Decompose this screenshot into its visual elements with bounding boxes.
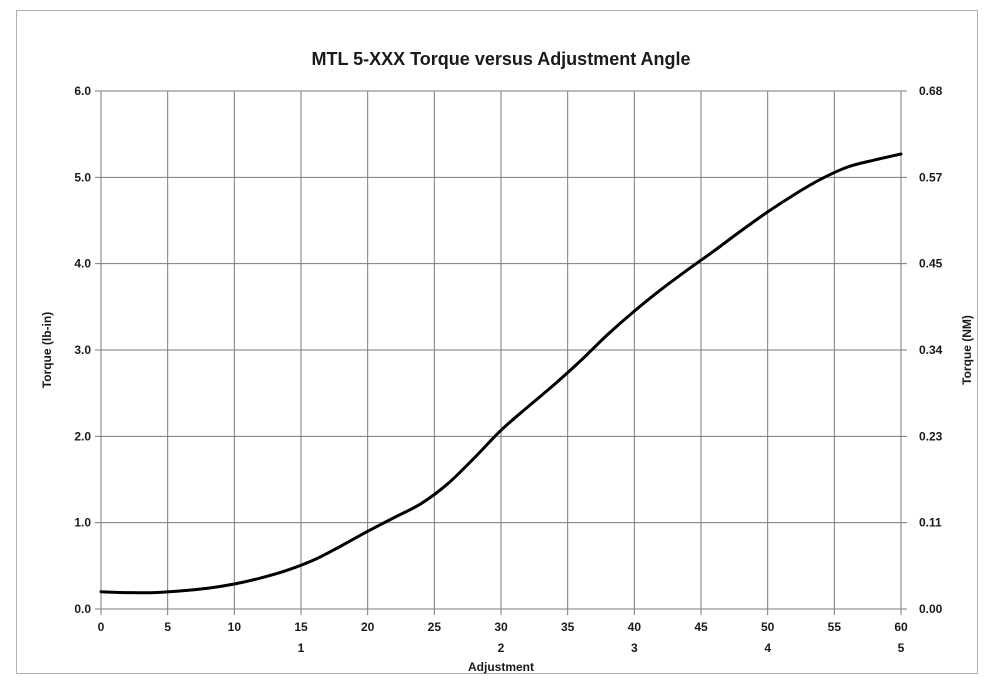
chart-title: MTL 5-XXX Torque versus Adjustment Angle [311,49,690,69]
y-tick-label: 2.0 [74,429,91,443]
y2-tick-label: 0.68 [919,84,943,98]
x-secondary-tick-label: 1 [298,641,305,655]
x-tick-label: 55 [828,620,842,634]
x-tick-label: 45 [694,620,708,634]
x-tick-label: 20 [361,620,375,634]
y-tick-label: 6.0 [74,84,91,98]
x-axis-label: Adjustment [468,660,534,674]
x-tick-label: 30 [494,620,508,634]
x-secondary-tick-label: 4 [764,641,771,655]
x-tick-label: 15 [294,620,308,634]
x-tick-label: 5 [164,620,171,634]
x-secondary-tick-label: 3 [631,641,638,655]
chart-frame: MTL 5-XXX Torque versus Adjustment Angle… [16,10,978,674]
y2-tick-label: 0.00 [919,602,943,616]
y-tick-label: 1.0 [74,516,91,530]
y-tick-label: 5.0 [74,170,91,184]
x-tick-label: 10 [228,620,242,634]
y2-tick-label: 0.45 [919,257,943,271]
x-tick-label: 25 [428,620,442,634]
x-tick-label: 35 [561,620,575,634]
y2-tick-label: 0.11 [919,516,942,530]
series-line [99,152,903,595]
tick-labels: 0 5 10 15 20 25 30 35 40 45 50 55 601 2 3 4 50.0 0.001.0 0… [74,84,942,655]
x-tick-label: 0 [98,620,105,634]
y2-tick-label: 0.23 [919,429,943,443]
x-secondary-tick-label: 2 [498,641,505,655]
x-tick-label: 60 [894,620,908,634]
series-lines [99,152,903,595]
y-tick-label: 4.0 [74,257,91,271]
y-axis-label: Torque (lb-in) [40,312,54,388]
y-tick-label: 3.0 [74,343,91,357]
x-tick-label: 40 [628,620,642,634]
y-tick-label: 0.0 [74,602,91,616]
chart: MTL 5-XXX Torque versus Adjustment Angle… [40,49,974,674]
x-tick-label: 50 [761,620,775,634]
y2-tick-label: 0.57 [919,170,943,184]
y2-axis-label: Torque (NM) [960,315,974,385]
y2-tick-label: 0.34 [919,343,943,357]
grid [95,90,907,615]
x-secondary-tick-label: 5 [898,641,905,655]
